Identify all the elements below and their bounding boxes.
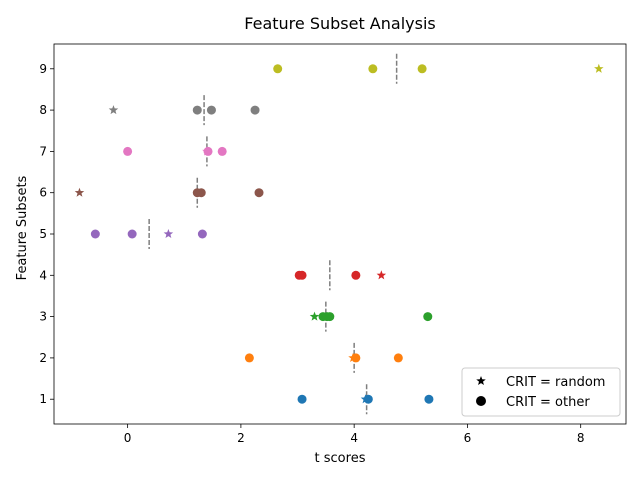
point-random — [348, 352, 358, 362]
legend-circle-marker — [476, 396, 486, 406]
x-axis-label: t scores — [315, 451, 366, 466]
point-random — [376, 270, 387, 280]
point-other — [423, 312, 433, 322]
y-tick-label: 2 — [39, 351, 47, 365]
point-other — [123, 146, 133, 156]
point-random — [594, 63, 604, 73]
y-tick-label: 7 — [39, 144, 47, 158]
legend-star-marker — [476, 376, 486, 386]
point-other — [196, 188, 206, 198]
point-random — [74, 187, 85, 197]
point-other — [197, 229, 207, 239]
legend: CRIT = random CRIT = other — [461, 367, 621, 417]
y-tick-label: 1 — [39, 392, 47, 406]
point-other — [244, 353, 254, 363]
point-random — [309, 311, 320, 321]
point-other — [297, 270, 307, 280]
point-other — [206, 105, 216, 115]
y-axis-label: Feature Subsets — [15, 175, 30, 280]
point-random — [163, 229, 174, 239]
point-other — [368, 64, 378, 74]
plot-area: 0 2 4 6 8 1 2 3 4 5 6 7 8 9 — [39, 43, 627, 445]
legend-frame — [461, 367, 621, 417]
point-other — [250, 105, 260, 115]
x-tick-label: 8 — [577, 431, 585, 445]
point-other — [325, 312, 335, 322]
x-tick-label: 2 — [237, 431, 245, 445]
point-other — [297, 394, 307, 404]
point-other — [90, 229, 100, 239]
y-tick-label: 9 — [39, 62, 47, 76]
point-other — [254, 188, 264, 198]
point-other — [192, 105, 202, 115]
y-tick-label: 5 — [39, 227, 47, 241]
y-tick-label: 8 — [39, 103, 47, 117]
point-other — [417, 64, 427, 74]
y-tick-label: 3 — [39, 310, 47, 324]
point-other — [393, 353, 403, 363]
legend-label: CRIT = other — [506, 395, 590, 410]
point-other — [217, 146, 227, 156]
point-random — [202, 146, 212, 156]
x-tick-label: 0 — [124, 431, 132, 445]
point-other — [127, 229, 137, 239]
x-tick-label: 4 — [350, 431, 358, 445]
x-tick-label: 6 — [464, 431, 472, 445]
point-other — [351, 270, 361, 280]
point-random — [360, 394, 371, 404]
y-tick-label: 6 — [39, 186, 47, 200]
chart-title: Feature Subset Analysis — [244, 14, 435, 33]
point-random — [108, 105, 119, 115]
point-other — [424, 394, 434, 404]
y-tick-label: 4 — [39, 268, 47, 282]
point-other — [273, 64, 283, 74]
legend-label: CRIT = random — [506, 375, 605, 390]
